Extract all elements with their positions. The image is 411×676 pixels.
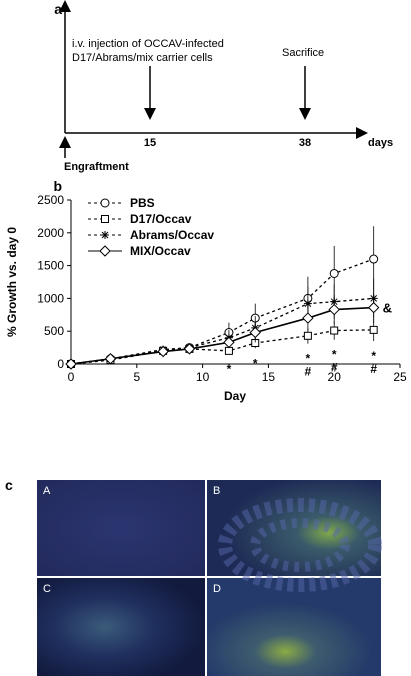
series-line (70, 297, 374, 365)
marker-shape (101, 215, 109, 223)
annotation: # (370, 362, 377, 376)
marker (100, 198, 110, 208)
annotation: & (383, 301, 392, 316)
marker-shape (104, 353, 117, 365)
marker (249, 326, 261, 339)
timeline: a i.v. injection of OCCAV-infected D17/A… (54, 0, 393, 173)
marker-shape (100, 198, 110, 208)
marker (224, 346, 233, 355)
marker (302, 312, 314, 324)
x-tick-label: 25 (393, 370, 407, 384)
marker-shape (99, 245, 111, 257)
image (207, 578, 381, 676)
marker-shape (223, 336, 235, 349)
image-label: D (213, 583, 221, 595)
image (37, 480, 205, 576)
annotation: * (306, 352, 311, 366)
marker-shape (224, 346, 233, 355)
marker-shape (328, 303, 340, 316)
annotation: Sacrifice (282, 47, 324, 59)
annotation: Engraftment (64, 161, 129, 173)
annotation: * (253, 356, 258, 370)
marker (101, 215, 109, 223)
plot: 0 500 1000 1500 2000 2500 0 5 10 15 20 25 PBS D17/Occ… (37, 193, 407, 384)
marker (329, 268, 339, 278)
y-tick-label: 2500 (37, 193, 64, 207)
y-tick-label: 500 (44, 324, 64, 338)
marker-shape (183, 343, 196, 355)
marker-shape (303, 299, 312, 308)
marker (369, 254, 379, 264)
legend-label: PBS (130, 196, 155, 210)
marker (223, 336, 235, 349)
marker-shape (330, 326, 339, 335)
annotation: # (331, 361, 338, 375)
image (37, 578, 205, 676)
annotation: * (332, 348, 337, 362)
marker-shape (329, 268, 339, 278)
annotation: * (371, 349, 376, 363)
legend-label: D17/Occav (130, 212, 192, 226)
marker-shape (101, 231, 109, 239)
marker (303, 299, 312, 308)
y-tick-label: 1500 (37, 259, 64, 273)
x-tick-label: 20 (328, 370, 342, 384)
marker (367, 301, 380, 314)
texture (218, 498, 382, 592)
x-tick-label: 5 (133, 370, 140, 384)
y-tick-label: 0 (57, 357, 64, 371)
image-label: C (43, 583, 51, 595)
annotation: * (227, 362, 232, 376)
marker (328, 303, 340, 316)
marker-shape (303, 331, 312, 340)
series-line (70, 329, 374, 365)
marker-shape (369, 325, 378, 334)
tick-label: 15 (144, 137, 156, 149)
marker-shape (302, 312, 314, 324)
unit-label: days (368, 137, 393, 149)
marker-shape (249, 326, 261, 339)
x-tick-label: 0 (68, 370, 75, 384)
legend-label: MIX/Occav (130, 244, 191, 258)
panel-label: b (53, 178, 62, 194)
x-tick-label: 15 (262, 370, 276, 384)
marker-shape (367, 301, 380, 314)
marker (157, 345, 169, 358)
annotation: i.v. injection of OCCAV-infected (72, 38, 224, 50)
marker-shape (65, 358, 77, 370)
marker (101, 231, 109, 239)
annotation: # (305, 365, 312, 379)
tick-label: 38 (299, 137, 311, 149)
marker (330, 326, 339, 335)
marker-shape (369, 254, 379, 264)
legend-label: Abrams/Occav (130, 228, 214, 242)
x-tick-label: 10 (196, 370, 210, 384)
series-line (70, 306, 374, 365)
y-tick-label: 1000 (37, 291, 64, 305)
texture (250, 518, 350, 572)
panel-label: c (5, 477, 13, 493)
micrographs: A B C D (37, 480, 382, 676)
marker (183, 343, 196, 355)
marker (303, 331, 312, 340)
series-line (70, 258, 374, 365)
marker (65, 358, 77, 370)
marker (369, 325, 378, 334)
panel-label: a (54, 1, 62, 17)
image-label: A (43, 485, 51, 497)
annotation: D17/Abrams/mix carrier cells (72, 52, 213, 64)
y-tick-label: 2000 (37, 226, 64, 240)
image-label: B (213, 485, 220, 497)
marker (99, 245, 111, 257)
marker (104, 353, 117, 365)
x-axis-label: Day (224, 389, 246, 403)
y-axis-label: % Growth vs. day 0 (5, 227, 19, 337)
marker-shape (157, 345, 169, 358)
